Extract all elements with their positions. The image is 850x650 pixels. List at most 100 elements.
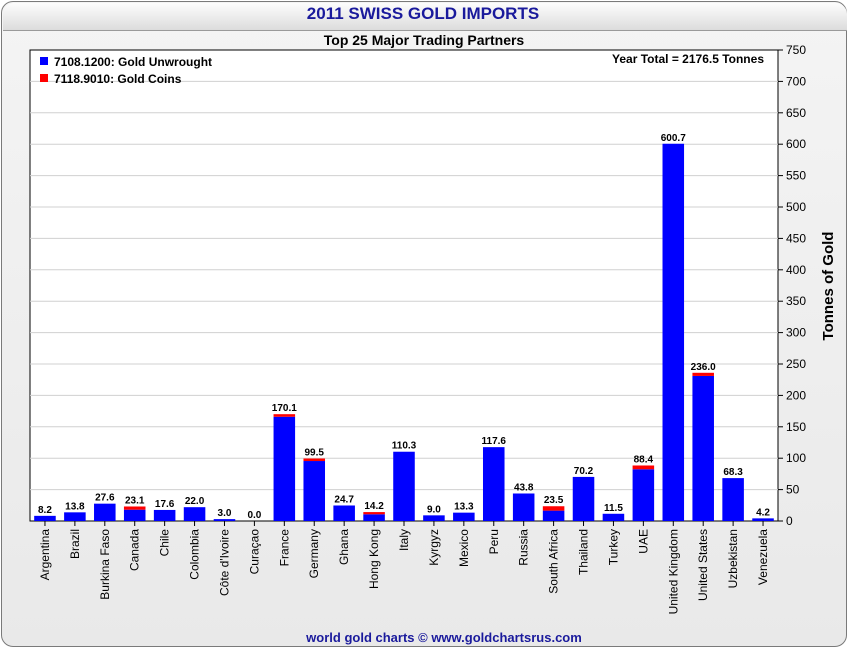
y-tick-label: 700 — [786, 74, 806, 88]
y-tick-label: 50 — [786, 483, 800, 497]
bar-unwrought — [123, 509, 146, 521]
chart-subtitle: Top 25 Major Trading Partners — [324, 32, 525, 48]
bar-unwrought — [482, 447, 505, 521]
x-tick-label: Argentina — [38, 529, 52, 581]
bar-unwrought — [333, 505, 355, 521]
bar-unwrought — [423, 515, 445, 521]
legend: 7108.1200: Gold Unwrought 7118.9010: Gol… — [40, 55, 212, 86]
bar-unwrought — [183, 507, 206, 521]
bar-unwrought — [632, 469, 655, 521]
x-tick-label: Chile — [158, 529, 172, 557]
bar-value-label: 8.2 — [38, 505, 52, 516]
x-tick-label: Côte d'Ivoire — [217, 529, 231, 596]
y-tick-label: 400 — [786, 263, 806, 277]
bars — [34, 143, 774, 521]
bar-unwrought — [94, 503, 116, 521]
bar-unwrought — [512, 493, 535, 521]
bar-unwrought — [692, 375, 714, 521]
x-tick-label: United Kingdom — [666, 529, 680, 614]
x-tick-label: Kyrgyz — [427, 529, 441, 566]
bar-unwrought — [662, 143, 685, 521]
bar-value-label: 43.8 — [514, 482, 534, 493]
y-axis: 0 50 100 150 200 250 300 350 400 450 500 550 600 650 7… — [778, 43, 806, 528]
bar-value-label: 22.0 — [185, 496, 205, 507]
x-tick-label: Thailand — [577, 529, 591, 575]
bar-unwrought — [64, 512, 86, 521]
bar-unwrought — [722, 478, 744, 521]
bar-unwrought — [273, 416, 296, 521]
gridlines — [30, 80, 778, 491]
bar-value-label: 9.0 — [427, 504, 441, 515]
legend-swatch-unwrought — [40, 57, 48, 65]
bar-value-label: 0.0 — [247, 510, 261, 521]
bar-value-label: 11.5 — [604, 503, 623, 514]
x-tick-label: Peru — [487, 529, 501, 554]
y-tick-label: 600 — [786, 137, 806, 151]
title-bar — [3, 3, 847, 31]
x-tick-label: Ghana — [337, 529, 351, 565]
bar-coins — [542, 506, 565, 511]
y-tick-label: 750 — [786, 43, 806, 57]
bar-coins — [123, 506, 146, 510]
y-tick-label: 150 — [786, 420, 806, 434]
x-tick-label: Russia — [517, 529, 531, 566]
bar-unwrought — [153, 509, 176, 521]
x-tick-label: Turkey — [606, 529, 620, 565]
bar-coins — [363, 512, 385, 515]
bar-coins — [303, 458, 326, 462]
bar-value-label: 24.7 — [334, 494, 354, 505]
y-axis-title: Tonnes of Gold — [820, 232, 837, 341]
x-tick-label: Curaçao — [247, 529, 261, 575]
footer-credit: world gold charts © www.goldchartsrus.co… — [305, 630, 582, 645]
bar-unwrought — [453, 512, 475, 521]
y-tick-label: 550 — [786, 169, 806, 183]
bar-value-label: 170.1 — [272, 403, 297, 414]
bar-value-label: 13.8 — [65, 501, 85, 512]
x-tick-label: Uzbekistan — [726, 529, 740, 588]
x-tick-label: Burkina Faso — [98, 529, 112, 600]
y-tick-label: 250 — [786, 357, 806, 371]
x-tick-label: United States — [696, 529, 710, 601]
y-tick-label: 200 — [786, 388, 806, 402]
bar-unwrought — [542, 510, 565, 521]
chart-title: 2011 SWISS GOLD IMPORTS — [306, 4, 540, 23]
year-total-annotation: Year Total = 2176.5 Tonnes — [612, 52, 764, 66]
bar-coins — [692, 372, 714, 376]
bar-value-label: 110.3 — [392, 441, 417, 452]
bar-value-label: 23.5 — [544, 495, 564, 506]
bar-value-label: 600.7 — [661, 133, 686, 144]
data-labels: 8.2 13.8 27.6 23.1 17.6 22.0 3.0 0.0 170.1 99.5 24… — [38, 133, 770, 521]
bar-value-label: 68.3 — [723, 467, 743, 478]
bar-unwrought — [602, 513, 625, 521]
y-tick-label: 650 — [786, 106, 806, 120]
y-tick-label: 350 — [786, 294, 806, 308]
bar-value-label: 99.5 — [305, 448, 325, 459]
bar-value-label: 88.4 — [634, 454, 654, 465]
legend-label-coins: 7118.9010: Gold Coins — [54, 72, 182, 86]
bar-value-label: 27.6 — [95, 493, 115, 504]
bar-value-label: 14.2 — [364, 501, 384, 512]
bar-coins — [632, 465, 655, 470]
bar-value-label: 4.2 — [756, 507, 770, 518]
x-tick-label: Italy — [397, 529, 411, 551]
bar-value-label: 17.6 — [155, 499, 175, 510]
x-axis: Argentina Brazil Burkina Faso Canada Chile Co… — [38, 521, 770, 614]
bar-unwrought — [363, 514, 385, 521]
bar-value-label: 13.3 — [454, 502, 474, 513]
x-tick-label: Hong Kong — [367, 529, 381, 589]
bar-unwrought — [34, 515, 56, 521]
plot-background — [29, 49, 779, 522]
x-tick-label: Brazil — [68, 529, 82, 559]
x-tick-label: Venezuela — [756, 529, 770, 585]
bar-unwrought — [303, 461, 326, 521]
y-tick-label: 300 — [786, 326, 806, 340]
y-tick-label: 500 — [786, 200, 806, 214]
x-tick-label: South Africa — [547, 529, 561, 594]
y-tick-label: 0 — [786, 514, 793, 528]
x-tick-label: Mexico — [457, 529, 471, 567]
y-tick-label: 100 — [786, 451, 806, 465]
x-tick-label: Canada — [128, 529, 142, 571]
bar-unwrought — [393, 451, 415, 521]
bar-value-label: 23.1 — [125, 495, 145, 506]
x-tick-label: Germany — [307, 529, 321, 578]
